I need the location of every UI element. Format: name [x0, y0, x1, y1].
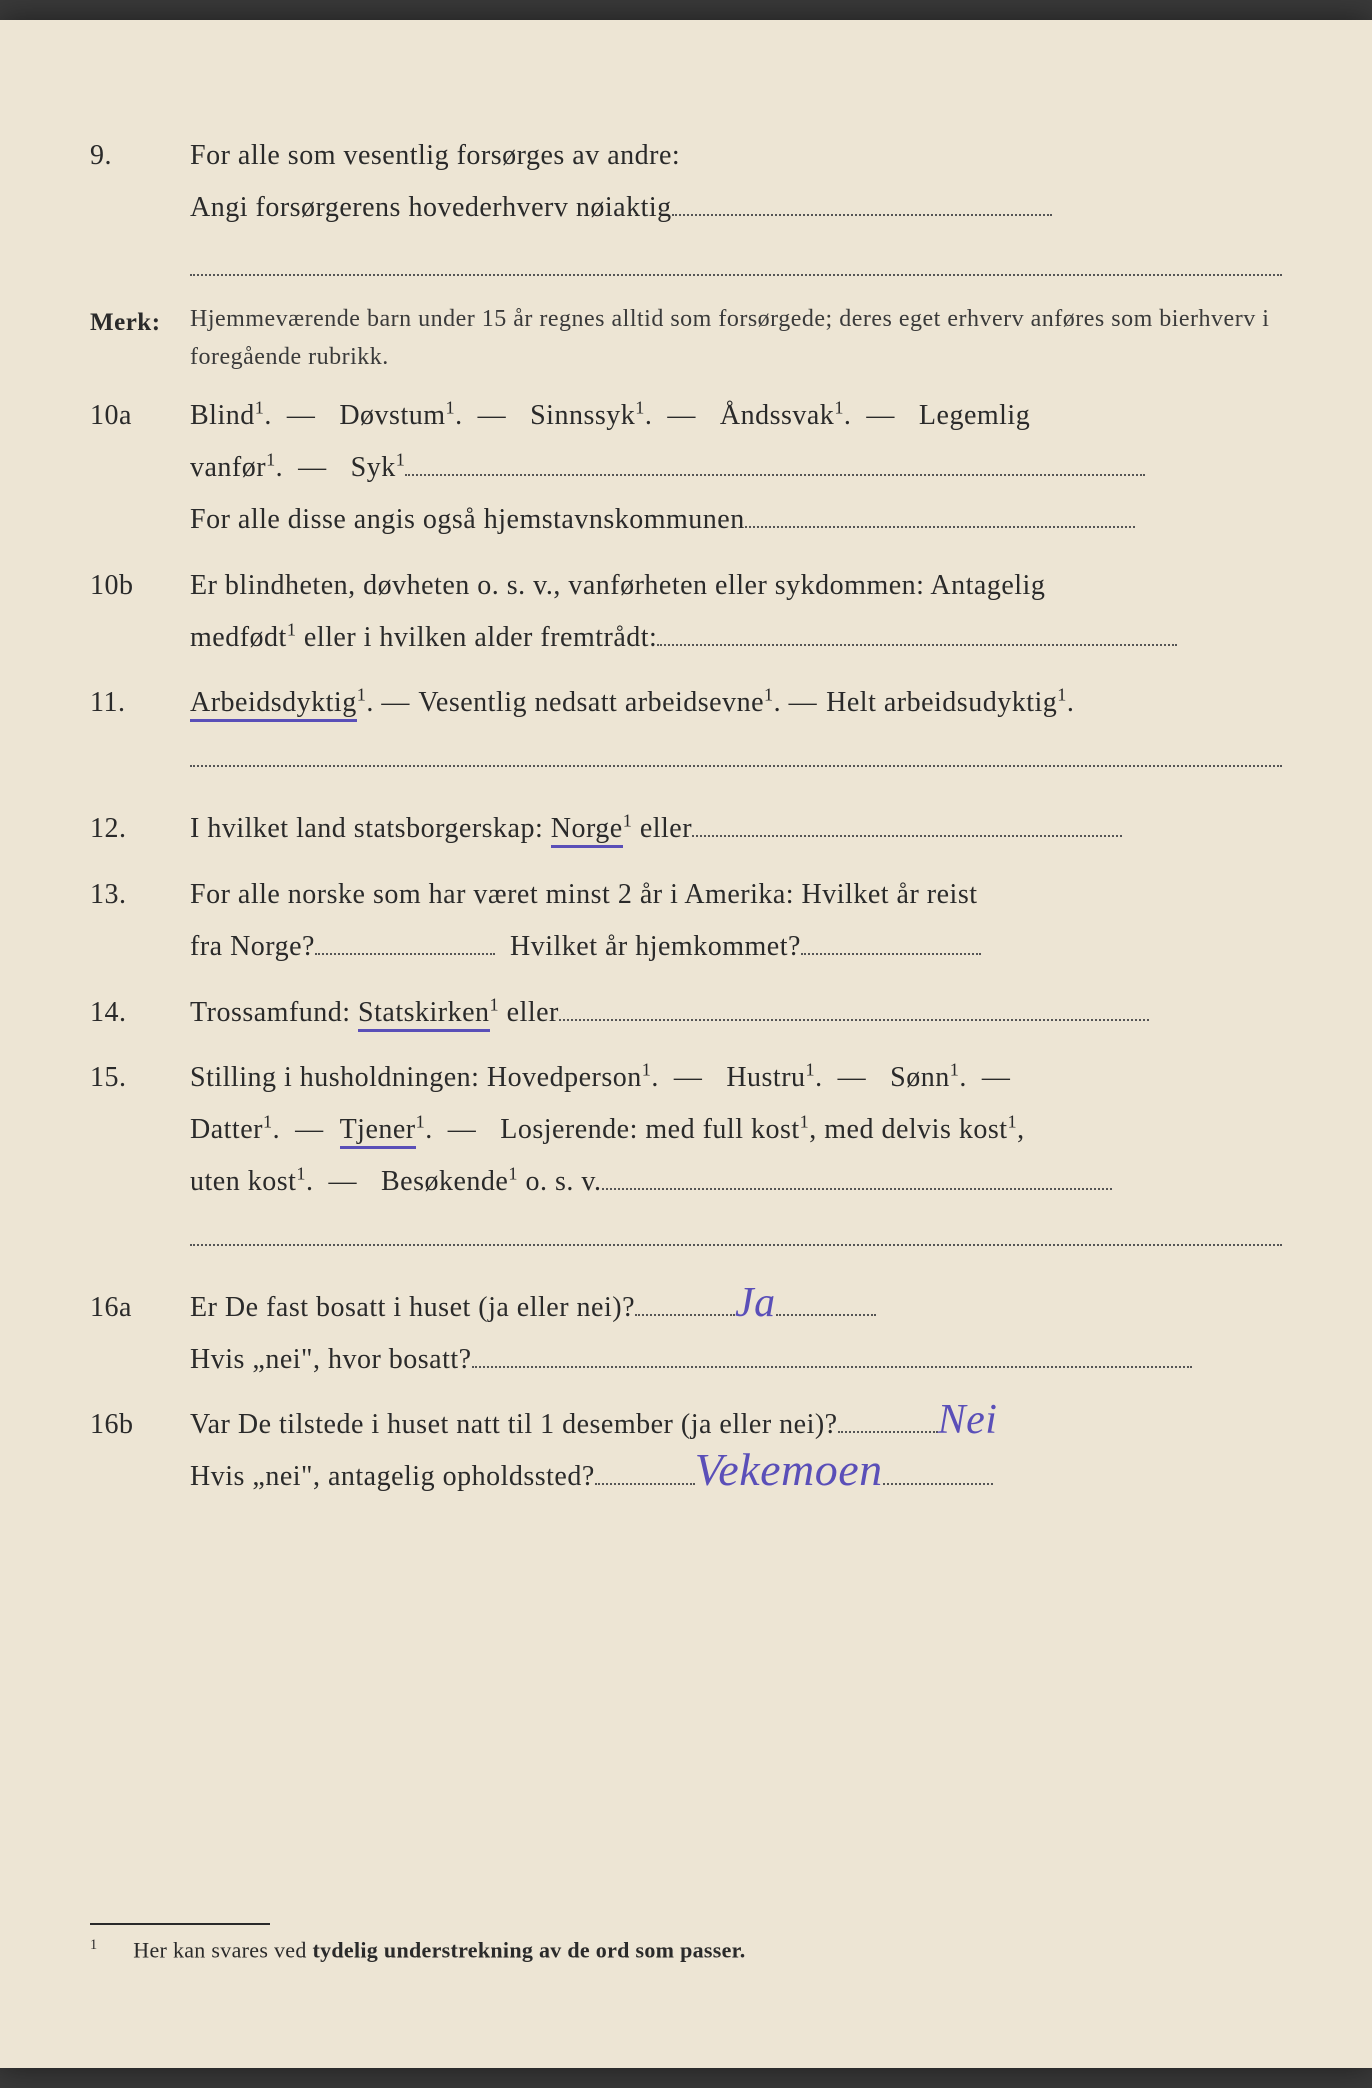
- q16a-number: 16a: [90, 1282, 190, 1386]
- q16a-line1: Er De fast bosatt i huset (ja eller nei)…: [190, 1292, 635, 1323]
- q14-number: 14.: [90, 987, 190, 1039]
- q15-content: Stilling i husholdningen: Hovedperson1. …: [190, 1052, 1282, 1207]
- q10a-blank2: [745, 496, 1135, 528]
- q10b-number: 10b: [90, 560, 190, 664]
- footnote-marker: 1: [90, 1937, 97, 1953]
- q16b-blank2a: [595, 1453, 695, 1485]
- q16a-blank1a: [635, 1284, 735, 1316]
- q15-rest2: , med delvis kost: [809, 1114, 1007, 1145]
- question-15: 15. Stilling i husholdningen: Hovedperso…: [90, 1052, 1282, 1207]
- q12-number: 12.: [90, 803, 190, 855]
- q12-suffix: eller: [632, 813, 692, 844]
- q15-rest1: Losjerende: med full kost: [500, 1114, 799, 1145]
- footnote-text-bold: tydelig understrekning av de ord som pas…: [312, 1937, 745, 1962]
- q16b-number: 16b: [90, 1399, 190, 1503]
- q13-line2a: fra Norge?: [190, 931, 315, 962]
- q16b-line2: Hvis „nei", antagelig opholdssted?: [190, 1461, 595, 1492]
- q10a-opt3: Sinnssyk: [530, 400, 635, 431]
- q14-blank: [559, 988, 1149, 1020]
- q9-content: For alle som vesentlig forsørges av andr…: [190, 130, 1282, 234]
- q10a-line2b: Syk: [351, 452, 396, 483]
- document-page: 9. For alle som vesentlig forsørges av a…: [0, 20, 1372, 2068]
- q9-number: 9.: [90, 130, 190, 234]
- q14-content: Trossamfund: Statskirken1 eller: [190, 987, 1282, 1039]
- question-12: 12. I hvilket land statsborgerskap: Norg…: [90, 803, 1282, 855]
- q13-content: For alle norske som har været minst 2 år…: [190, 869, 1282, 973]
- q11-opt3: Helt arbeidsudyktig: [826, 687, 1057, 718]
- q10a-content: Blind1. — Døvstum1. — Sinnssyk1. — Åndss…: [190, 390, 1282, 545]
- q16a-line2: Hvis „nei", hvor bosatt?: [190, 1344, 472, 1375]
- q16a-answer1: Ja: [735, 1287, 776, 1321]
- q9-blank: [672, 184, 1052, 216]
- q10a-number: 10a: [90, 390, 190, 545]
- question-9: 9. For alle som vesentlig forsørges av a…: [90, 130, 1282, 234]
- q15-opt-b: Hustru: [726, 1062, 805, 1093]
- footnote-rule: [90, 1923, 270, 1925]
- q11-content: Arbeidsdyktig1. — Vesentlig nedsatt arbe…: [190, 677, 1282, 729]
- q14-suffix: eller: [499, 997, 559, 1028]
- q15-blank: [602, 1158, 1112, 1190]
- divider-2: [190, 1244, 1282, 1246]
- q10a-opt5: Legemlig: [919, 400, 1030, 431]
- q13-line1: For alle norske som har været minst 2 år…: [190, 879, 978, 910]
- question-10a: 10a Blind1. — Døvstum1. — Sinnssyk1. — Å…: [90, 390, 1282, 545]
- q12-content: I hvilket land statsborgerskap: Norge1 e…: [190, 803, 1282, 855]
- q10a-opt2: Døvstum: [339, 400, 445, 431]
- q10b-line2b: eller i hvilken alder fremtrådt:: [296, 622, 657, 653]
- question-16b: 16b Var De tilstede i huset natt til 1 d…: [90, 1399, 1282, 1503]
- q12-opt-selected: Norge: [551, 813, 623, 848]
- merk-text: Hjemmeværende barn under 15 år regnes al…: [190, 300, 1282, 377]
- q15-line3b: Besøkende: [381, 1166, 508, 1197]
- q10a-opt4: Åndssvak: [720, 400, 834, 431]
- q10b-line1: Er blindheten, døvheten o. s. v., vanfør…: [190, 570, 1045, 601]
- q10b-line2a: medfødt: [190, 622, 287, 653]
- q16b-line1: Var De tilstede i huset natt til 1 desem…: [190, 1409, 838, 1440]
- q13-number: 13.: [90, 869, 190, 973]
- q13-blank1: [315, 923, 495, 955]
- q10a-line3: For alle disse angis også hjemstavnskomm…: [190, 504, 745, 535]
- q10a-line2a: vanfør: [190, 452, 266, 483]
- q16b-content: Var De tilstede i huset natt til 1 desem…: [190, 1399, 1282, 1503]
- divider-1: [190, 765, 1282, 767]
- question-16a: 16a Er De fast bosatt i huset (ja eller …: [90, 1282, 1282, 1386]
- q16b-blank2b: [883, 1453, 993, 1485]
- q13-blank2: [801, 923, 981, 955]
- question-11: 11. Arbeidsdyktig1. — Vesentlig nedsatt …: [90, 677, 1282, 729]
- question-14: 14. Trossamfund: Statskirken1 eller: [90, 987, 1282, 1039]
- merk-label: Merk:: [90, 300, 190, 377]
- q12-blank: [692, 805, 1122, 837]
- q9-line2: Angi forsørgerens hovederhverv nøiaktig: [190, 192, 672, 223]
- q15-opt-e-selected: Tjener: [340, 1114, 416, 1149]
- q9-line1: For alle som vesentlig forsørges av andr…: [190, 140, 680, 171]
- q15-line3a: uten kost: [190, 1166, 296, 1197]
- q15-opt-d: Datter: [190, 1114, 263, 1145]
- q16b-answer2: Vekemoen: [695, 1452, 883, 1489]
- q10a-opt1: Blind: [190, 400, 255, 431]
- q15-prefix: Stilling i husholdningen:: [190, 1062, 487, 1093]
- footnote: 1 Her kan svares ved tydelig understrekn…: [90, 1937, 1282, 1963]
- q10a-blank: [405, 444, 1145, 476]
- q16a-blank2: [472, 1335, 1192, 1367]
- q15-number: 15.: [90, 1052, 190, 1207]
- q16b-blank1a: [838, 1401, 938, 1433]
- q13-line2b: Hvilket år hjemkommet?: [510, 931, 801, 962]
- q10b-content: Er blindheten, døvheten o. s. v., vanfør…: [190, 560, 1282, 664]
- q15-opt-c: Sønn: [890, 1062, 950, 1093]
- question-10b: 10b Er blindheten, døvheten o. s. v., va…: [90, 560, 1282, 664]
- q11-opt1-selected: Arbeidsdyktig: [190, 687, 357, 722]
- footnote-text-prefix: Her kan svares ved: [133, 1937, 312, 1962]
- q16a-blank1b: [776, 1284, 876, 1316]
- q11-opt2: Vesentlig nedsatt arbeidsevne: [418, 687, 764, 718]
- question-13: 13. For alle norske som har været minst …: [90, 869, 1282, 973]
- q15-opt-a: Hovedperson: [487, 1062, 642, 1093]
- q16a-content: Er De fast bosatt i huset (ja eller nei)…: [190, 1282, 1282, 1386]
- q12-text: I hvilket land statsborgerskap:: [190, 813, 551, 844]
- q11-number: 11.: [90, 677, 190, 729]
- q16b-answer1: Nei: [938, 1404, 998, 1438]
- q14-text: Trossamfund:: [190, 997, 358, 1028]
- q10b-blank: [657, 613, 1177, 645]
- q14-opt-selected: Statskirken: [358, 997, 490, 1032]
- q15-line3c: o. s. v.: [518, 1166, 602, 1197]
- merk-note: Merk: Hjemmeværende barn under 15 år reg…: [90, 300, 1282, 377]
